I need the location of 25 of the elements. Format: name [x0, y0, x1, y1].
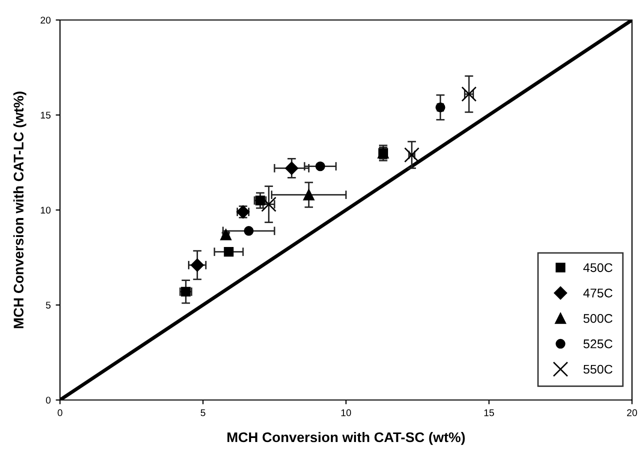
y-tick-label: 5	[46, 302, 51, 309]
point	[315, 161, 326, 172]
y-tick-label: 0	[46, 396, 51, 404]
legend-label: 450C	[583, 263, 612, 272]
legend-label: 525C	[584, 339, 612, 348]
y-axis-title: MCH Conversion with CAT-LC (wt%)	[13, 92, 26, 328]
x-axis-title: MCH Conversion with CAT-SC (wt%)	[227, 432, 465, 445]
y-tick-label: 20	[40, 16, 51, 24]
point	[303, 189, 314, 200]
point	[244, 226, 254, 236]
point	[224, 246, 234, 257]
legend-label: 500C	[584, 314, 612, 323]
x-tick-label: 10	[341, 409, 352, 416]
x-tick-label: 20	[627, 409, 638, 416]
point	[461, 86, 477, 102]
point	[190, 258, 204, 272]
legend-label: 475C	[583, 288, 612, 298]
legend-label: 550C	[584, 364, 612, 374]
point	[285, 162, 298, 175]
point	[404, 147, 420, 163]
x-tick-label: 5	[200, 409, 206, 416]
x-tick-label: 0	[58, 409, 62, 416]
y-tick-label: 15	[40, 112, 51, 119]
y-tick-label: 10	[40, 206, 51, 214]
x-tick-label: 15	[484, 409, 494, 416]
